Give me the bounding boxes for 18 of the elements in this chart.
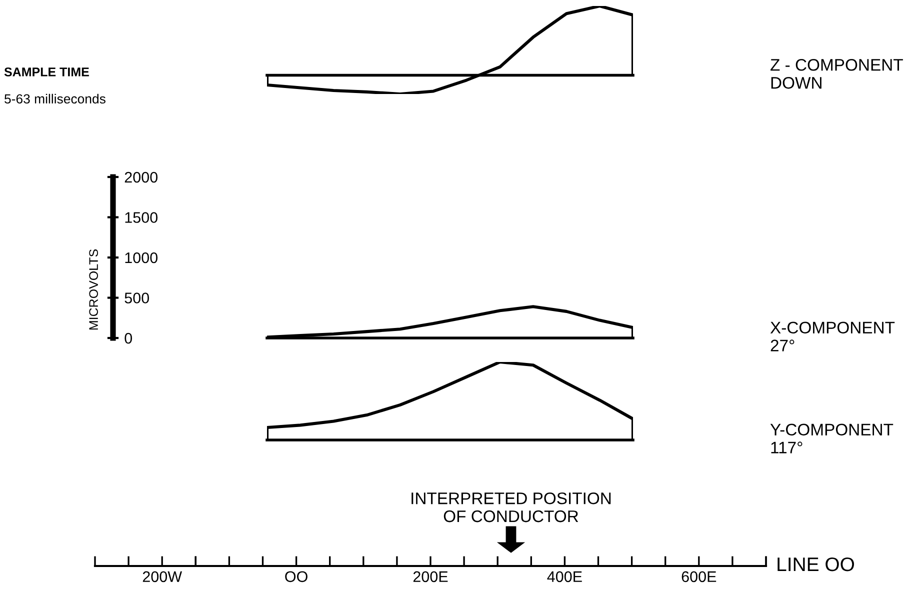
y-tick-label: 1500: [125, 212, 158, 223]
y-axis-title: MICROVOLTS: [89, 249, 98, 330]
category-label: OO: [285, 571, 308, 582]
category-label: 200W: [142, 571, 182, 582]
text: SAMPLE TIME: [4, 68, 89, 76]
category-label: 200E: [413, 571, 448, 582]
text: 5-63 milliseconds: [4, 94, 106, 104]
category-label: 400E: [547, 571, 582, 582]
y-tick-label: 0: [124, 332, 132, 344]
text: Z - COMPONENT DOWN: [770, 58, 903, 89]
category-label: 600E: [682, 571, 716, 582]
y-tick-label: 1000: [125, 252, 158, 264]
text: INTERPRETED POSITION OF CONDUCTOR: [412, 492, 611, 522]
y-tick-label: 2000: [124, 172, 158, 183]
text: LINE OO: [778, 557, 854, 572]
y-tick-label: 500: [124, 292, 150, 304]
text: X-COMPONENT 27°: [770, 322, 895, 352]
text: Y-COMPONENT 117°: [770, 424, 894, 454]
